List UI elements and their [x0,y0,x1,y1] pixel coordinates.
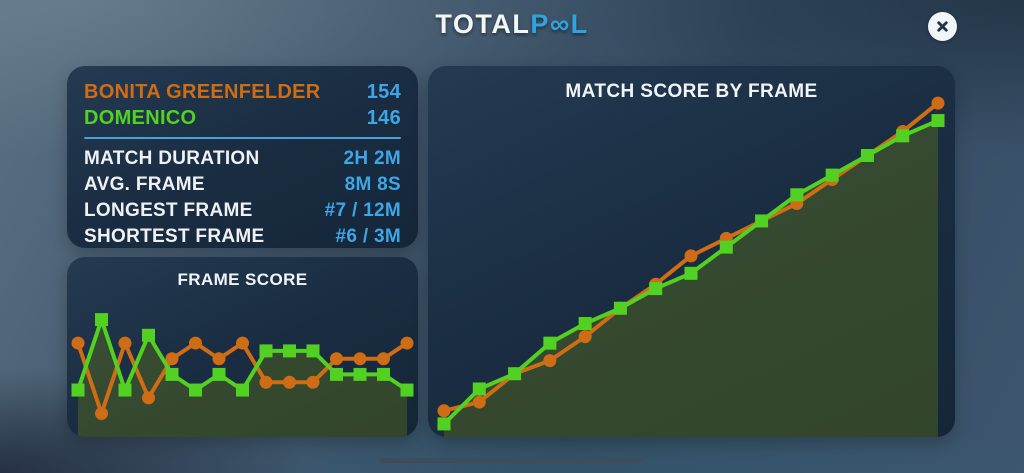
bonita-greenfelder-point [118,336,132,350]
close-button[interactable] [928,12,957,41]
player1-score: 154 [366,80,401,103]
bonita-greenfelder-point [71,336,85,350]
domenico-markers [71,313,414,397]
bonita-greenfelder-point [472,395,486,409]
domenico-point [189,383,202,397]
bonita-greenfelder-point [142,391,155,405]
domenico-point [896,129,910,143]
bonita-greenfelder-point [684,249,698,263]
domenico-point [578,317,592,331]
bonita-greenfelder-point [330,352,343,366]
stat-value: 2H 2M [343,148,401,169]
domenico-point [825,168,839,182]
bonita-greenfelder-point [212,352,226,366]
domenico-point [719,240,733,254]
player2-score: 146 [366,106,401,129]
stat-row-longest-frame: LONGEST FRAME #7 / 12M [84,198,401,224]
close-icon [937,21,948,32]
domenico-point [755,214,769,228]
stat-label: AVG. FRAME [84,174,205,195]
player-row-1: BONITA GREENFELDER 154 [84,79,401,105]
domenico-point [71,383,85,397]
domenico-point [613,301,627,315]
domenico-point [236,383,249,397]
domenico-point [684,266,698,280]
frame-score-title: FRAME SCORE [177,270,308,289]
bonita-greenfelder-point [189,336,202,350]
logo-total-text: TOTAL [435,9,531,39]
bonita-greenfelder-point [400,336,414,350]
bonita-greenfelder-point [236,336,249,350]
domenico-area-fill [78,319,407,437]
bonita-greenfelder-point [165,352,179,366]
domenico-point [165,367,179,381]
domenico-point [649,282,663,296]
bonita-greenfelder-point [306,375,320,389]
domenico-point [259,344,273,358]
domenico-point [508,367,522,381]
domenico-point [377,367,390,381]
match-score-title: MATCH SCORE BY FRAME [565,81,818,102]
stat-row-match-duration: MATCH DURATION 2H 2M [84,146,401,172]
domenico-point [931,114,945,128]
bonita-greenfelder-point [259,375,273,389]
stat-row-avg-frame: AVG. FRAME 8M 8S [84,172,401,198]
domenico-point [95,313,108,327]
domenico-point [860,148,874,162]
frame-score-panel: FRAME SCORE [67,257,418,437]
bonita-greenfelder-point [578,330,592,344]
app-logo: TOTALP∞L [0,9,1024,40]
match-stats-panel: BONITA GREENFELDER 154 DOMENICO 146 MATC… [67,66,418,248]
domenico-point [472,382,486,396]
bonita-greenfelder-point [543,354,557,368]
stat-label: MATCH DURATION [84,148,260,169]
stat-value: #6 / 3M [335,226,401,247]
domenico-point [283,344,296,358]
bonita-greenfelder-point [95,407,108,421]
domenico-point [790,188,804,202]
match-score-panel: MATCH SCORE BY FRAME [428,66,955,437]
logo-pool-text: P∞L [530,9,589,39]
domenico-point [212,367,226,381]
bonita-greenfelder-markers [71,336,414,421]
bonita-greenfelder-point [437,404,451,418]
home-indicator[interactable] [380,458,643,463]
bonita-greenfelder-point [931,96,945,110]
stat-label: LONGEST FRAME [84,200,253,221]
domenico-point [400,383,414,397]
domenico-point [118,383,132,397]
domenico-point [353,367,367,381]
domenico-point [543,336,557,350]
stat-value: #7 / 12M [324,200,401,221]
domenico-point [142,328,155,342]
stat-label: SHORTEST FRAME [84,226,265,247]
domenico-point [306,344,320,358]
domenico-markers [437,114,945,431]
bonita-greenfelder-point [353,352,367,366]
stat-value: 8M 8S [344,174,401,195]
stats-divider [84,137,401,139]
domenico-point [437,417,451,431]
player1-name: BONITA GREENFELDER [84,80,321,103]
match-score-chart [437,96,945,437]
bonita-greenfelder-point [283,375,296,389]
bonita-greenfelder-point [377,352,390,366]
player-row-2: DOMENICO 146 [84,105,401,131]
domenico-point [330,367,343,381]
frame-score-chart [71,313,414,437]
player2-name: DOMENICO [84,106,197,129]
stat-row-shortest-frame: SHORTEST FRAME #6 / 3M [84,224,401,248]
